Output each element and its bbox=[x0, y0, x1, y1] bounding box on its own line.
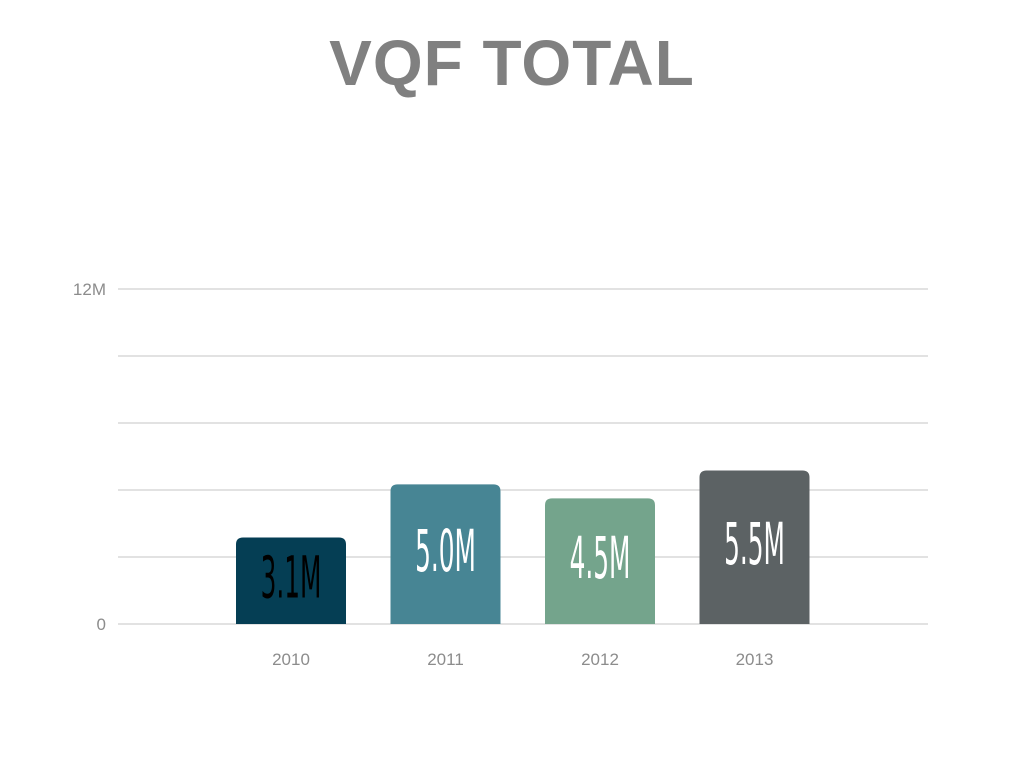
chart-title: VQF TOTAL bbox=[329, 27, 695, 99]
data-label-2011: 5.0M bbox=[415, 518, 476, 586]
bar-2013 bbox=[699, 470, 810, 624]
x-tick-label: 2012 bbox=[581, 650, 619, 669]
y-axis-ticks: 0 12M bbox=[73, 280, 106, 634]
data-label-2012: 4.5M bbox=[570, 525, 631, 593]
x-tick-label: 2013 bbox=[736, 650, 774, 669]
bars bbox=[236, 470, 810, 624]
x-tick-label: 2011 bbox=[427, 650, 464, 669]
data-label-2010: 3.1M bbox=[261, 544, 322, 612]
y-tick-label: 0 bbox=[97, 615, 106, 634]
y-tick-label: 12M bbox=[73, 280, 106, 299]
bar-2012 bbox=[545, 498, 655, 624]
data-labels: 3.1M 5.0M 4.5M 5.5M bbox=[261, 511, 785, 612]
bar-2010 bbox=[236, 537, 346, 624]
bar-2011 bbox=[390, 484, 501, 624]
x-tick-label: 2010 bbox=[272, 650, 310, 669]
x-axis-ticks: 2010 2011 2012 2013 bbox=[272, 650, 773, 669]
data-label-2013: 5.5M bbox=[724, 511, 785, 579]
